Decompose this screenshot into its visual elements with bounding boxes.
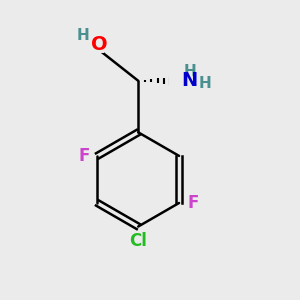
Bar	[75, 32, 104, 53]
Text: H: H	[183, 64, 196, 79]
Text: F: F	[188, 194, 199, 212]
Text: Cl: Cl	[129, 232, 147, 250]
Bar	[75, 148, 93, 163]
Text: H: H	[199, 76, 212, 91]
Bar	[126, 233, 150, 248]
Text: H: H	[77, 28, 90, 43]
Bar	[169, 66, 210, 95]
Text: F: F	[79, 147, 90, 165]
Bar	[184, 196, 202, 210]
Text: N: N	[182, 71, 198, 90]
Text: O: O	[91, 34, 108, 53]
